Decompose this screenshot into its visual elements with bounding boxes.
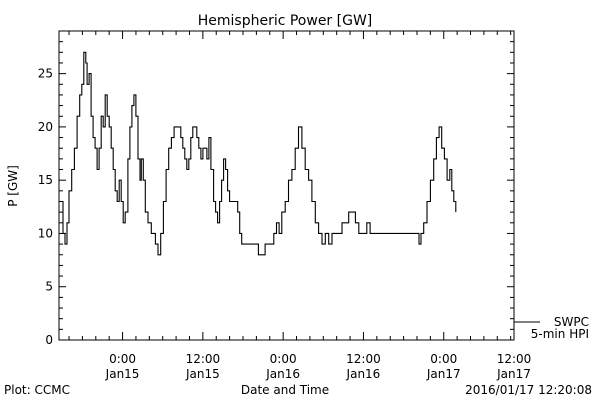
y-tick-label: 10 (38, 226, 53, 240)
legend-series: 5-min HPI (531, 327, 589, 341)
y-axis-label: P [GW] (6, 165, 20, 207)
y-tick-label: 25 (38, 67, 53, 81)
x-axis-ticks: 0:00Jan1512:00Jan150:00Jan1612:00Jan160:… (68, 31, 532, 381)
y-axis-ticks: 0 5 10 15 20 25 (38, 30, 514, 347)
y-tick-label: 15 (38, 173, 53, 187)
legend-source: SWPC (554, 315, 589, 329)
x-tick-label-date: Jan15 (185, 367, 220, 381)
x-tick-label-date: Jan15 (105, 367, 140, 381)
footer-left: Plot: CCMC (4, 383, 70, 397)
series-line-5-min-hpi (59, 51, 457, 256)
x-tick-label-time: 12:00 (346, 352, 381, 366)
x-tick-label-time: 0:00 (430, 352, 457, 366)
x-tick-label-time: 12:00 (497, 352, 532, 366)
x-axis-label: Date and Time (241, 383, 329, 397)
x-tick-label-date: Jan16 (265, 367, 300, 381)
x-tick-label-date: Jan17 (426, 367, 461, 381)
x-tick-label-date: Jan16 (346, 367, 381, 381)
y-tick-label: 5 (45, 280, 53, 294)
plot-frame (58, 30, 515, 341)
chart-title: Hemispheric Power [GW] (198, 13, 373, 29)
y-tick-label: 20 (38, 120, 53, 134)
x-tick-label-time: 0:00 (109, 352, 136, 366)
footer-timestamp: 2016/01/17 12:20:08 (465, 383, 592, 397)
y-tick-label: 0 (45, 333, 53, 347)
x-tick-label-time: 12:00 (186, 352, 221, 366)
x-tick-label-time: 0:00 (270, 352, 297, 366)
x-tick-label-date: Jan17 (496, 367, 531, 381)
